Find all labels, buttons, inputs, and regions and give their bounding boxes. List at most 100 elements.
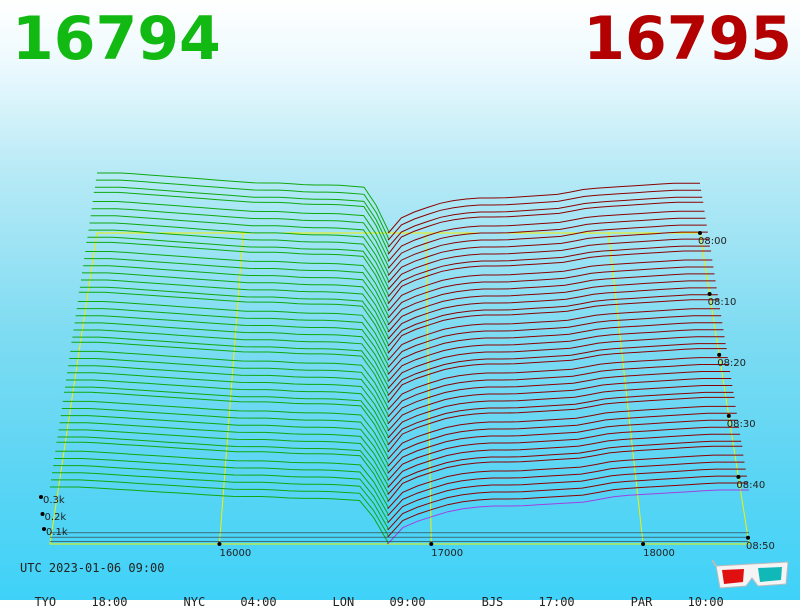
bid-depth-line xyxy=(57,436,389,495)
ask-depth-line xyxy=(387,287,717,340)
depth-tick-dot xyxy=(42,527,46,531)
bid-depth-line xyxy=(84,258,389,318)
bid-depth-line xyxy=(55,450,389,509)
time-tick-label: 08:00 xyxy=(698,236,727,247)
time-tick-dot xyxy=(707,291,712,296)
ask-depth-line xyxy=(387,433,741,488)
ask-depth-line xyxy=(387,419,738,474)
ask-depth-line xyxy=(387,259,713,312)
bid-depth-line xyxy=(81,279,389,339)
ask-depth-line xyxy=(387,378,732,432)
bid-depth-line xyxy=(73,329,389,389)
ask-depth-line xyxy=(387,364,729,418)
price-tick-label: 17000 xyxy=(431,548,463,559)
ask-depth-line xyxy=(387,266,714,319)
price-tick-dot xyxy=(217,542,222,546)
bid-depth-stack xyxy=(50,172,389,544)
ask-depth-line xyxy=(387,371,731,425)
depth-tick-dot xyxy=(39,495,43,499)
ask-depth-line xyxy=(387,245,710,297)
bid-depth-line xyxy=(83,265,389,325)
bid-depth-line xyxy=(63,391,389,453)
ask-depth-line xyxy=(387,238,709,290)
bid-depth-line xyxy=(52,472,389,530)
ask-depth-line xyxy=(387,396,735,453)
bid-depth-line xyxy=(68,365,389,424)
ask-depth-line xyxy=(387,391,734,446)
price-tick-dot xyxy=(641,542,646,546)
bid-depth-line xyxy=(60,415,389,474)
bid-depth-line xyxy=(88,229,389,290)
time-tick-label: 08:40 xyxy=(736,480,765,491)
time-tick-dot xyxy=(717,352,722,357)
ask-depth-line xyxy=(387,445,743,502)
bid-depth-line xyxy=(91,208,389,269)
ask-depth-line xyxy=(387,357,728,411)
bid-depth-line xyxy=(54,458,389,516)
bid-depth-line xyxy=(93,191,389,255)
time-tick-label: 08:20 xyxy=(717,358,746,369)
tz-nyc: NYC 04:00 xyxy=(183,595,277,609)
depth-tick-label: 0.2k xyxy=(45,512,67,523)
bid-depth-line xyxy=(51,479,389,537)
ask-depth-line xyxy=(387,308,720,361)
bid-depth-line xyxy=(50,486,389,544)
ask-depth-line xyxy=(387,454,744,510)
time-tick-dot xyxy=(698,231,702,235)
axis-labels: 16000 17000 18000 0.1k 0.2k 0.3k 08:00 08:10 08:… xyxy=(39,231,775,559)
time-tick-label: 08:50 xyxy=(746,541,775,552)
tz-lon: LON 09:00 xyxy=(332,595,426,609)
time-tick-label: 08:10 xyxy=(708,297,737,308)
ask-depth-line xyxy=(387,231,708,283)
bid-depth-line xyxy=(97,172,389,233)
depth-tick-label: 0.3k xyxy=(43,495,65,506)
tz-tyo: TYO 18:00 xyxy=(34,595,128,609)
price-tick-label: 18000 xyxy=(643,548,675,559)
bid-depth-line xyxy=(75,315,389,375)
bid-depth-line xyxy=(66,379,389,438)
ask-depth-line xyxy=(387,322,723,375)
depth-tick-dot xyxy=(40,512,45,516)
depth-tick-label: 0.1k xyxy=(46,527,68,538)
ask-depth-line xyxy=(387,273,715,326)
time-tick-dot xyxy=(736,474,741,479)
front-frame xyxy=(50,532,749,542)
bid-depth-line xyxy=(71,341,389,403)
bid-depth-line xyxy=(94,186,389,248)
ask-depth-line xyxy=(387,336,725,389)
grid-price-line xyxy=(608,232,644,545)
bid-depth-line xyxy=(53,465,389,523)
bid-depth-line xyxy=(56,441,389,502)
ask-depth-line xyxy=(387,201,704,255)
best-ask-price: 16795 xyxy=(583,4,792,74)
bid-depth-line xyxy=(58,429,389,488)
ask-depth-line xyxy=(387,426,739,481)
time-tick-dot xyxy=(726,413,731,418)
bid-depth-line xyxy=(90,215,389,276)
bid-depth-line xyxy=(69,358,389,417)
ask-depth-line xyxy=(387,468,746,524)
ask-depth-line xyxy=(388,182,700,234)
ask-depth-line xyxy=(387,250,712,305)
bid-depth-line xyxy=(65,386,389,445)
bid-depth-line xyxy=(67,372,389,431)
ask-depth-line xyxy=(387,461,745,517)
ask-depth-line xyxy=(387,412,737,467)
bid-depth-line xyxy=(70,350,389,410)
bid-depth-line xyxy=(62,400,389,460)
3d-glasses-icon[interactable] xyxy=(712,558,792,592)
ask-depth-line xyxy=(387,196,703,248)
latest-ask-line xyxy=(387,489,749,545)
bid-depth-line xyxy=(61,408,389,467)
bid-depth-line xyxy=(95,179,389,241)
time-tick-label: 08:30 xyxy=(727,419,756,430)
time-tick-dot xyxy=(746,535,751,540)
tz-bjs: BJS 17:00 xyxy=(481,595,575,609)
ask-depth-line xyxy=(387,315,722,368)
bid-depth-line xyxy=(89,222,389,283)
ask-depth-line xyxy=(387,405,736,460)
ask-depth-line xyxy=(387,217,706,269)
ask-depth-line xyxy=(387,294,718,347)
bid-depth-line xyxy=(86,241,389,304)
